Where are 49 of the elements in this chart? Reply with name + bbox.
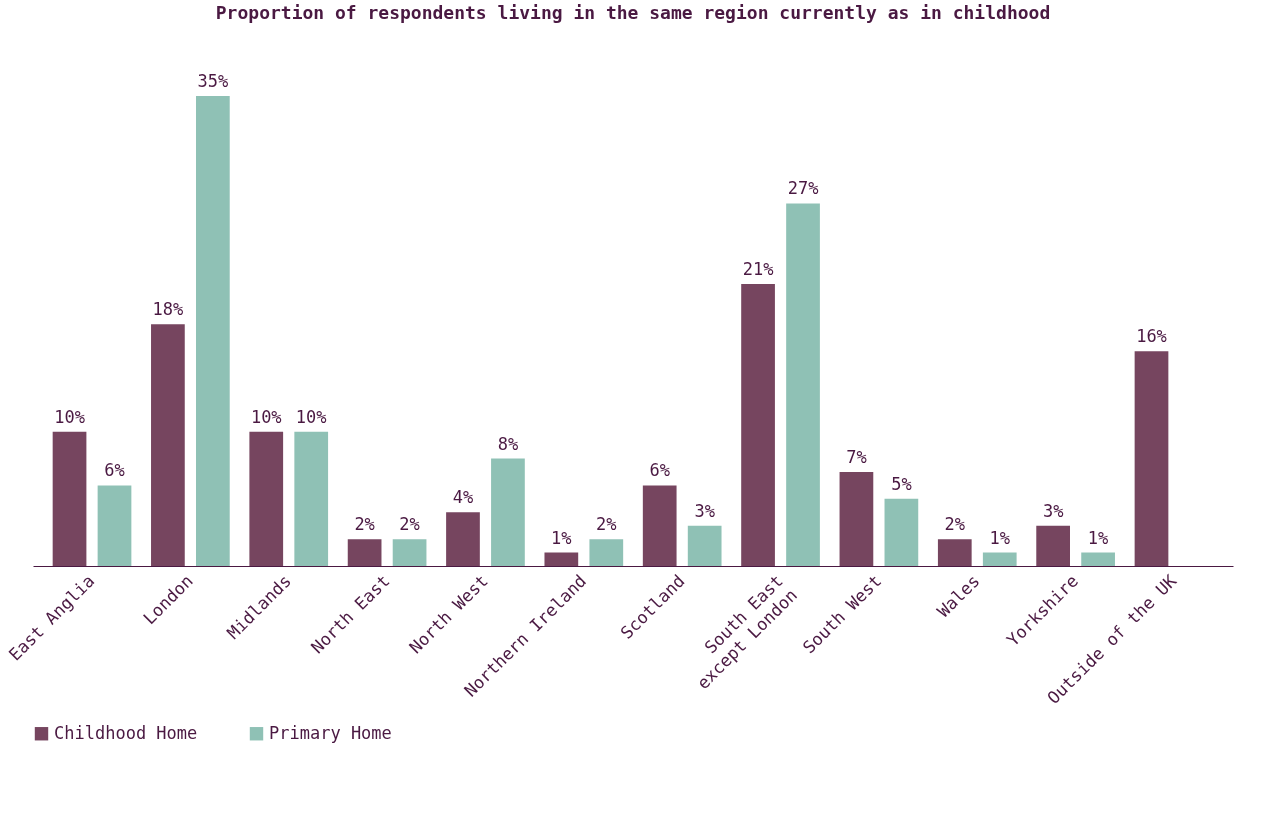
bar	[1036, 525, 1070, 566]
data-label: 1%	[989, 527, 1010, 548]
data-label: 2%	[944, 514, 966, 535]
bar	[1134, 351, 1169, 566]
bar	[151, 324, 185, 566]
data-label: 10%	[54, 406, 85, 427]
legend-label: Childhood Home	[54, 722, 198, 743]
bar	[446, 512, 480, 566]
bar	[1081, 552, 1115, 566]
data-label: 35%	[197, 71, 229, 91]
bar	[884, 498, 919, 566]
bar	[982, 552, 1017, 566]
data-label: 2%	[399, 514, 420, 535]
data-label: 3%	[694, 500, 715, 521]
bar	[52, 431, 87, 566]
data-label: 10%	[250, 406, 282, 427]
data-label: 18%	[152, 299, 184, 320]
data-label: 1%	[551, 527, 572, 548]
bar	[937, 539, 972, 566]
data-label: 6%	[649, 460, 670, 481]
bar	[392, 539, 427, 566]
data-label: 2%	[596, 514, 617, 535]
bar	[786, 203, 820, 566]
data-label: 3%	[1042, 500, 1064, 521]
data-label: 5%	[891, 473, 912, 494]
bar	[491, 458, 525, 566]
bar	[642, 485, 677, 566]
data-label: 16%	[1136, 326, 1167, 347]
bar	[294, 431, 329, 566]
chart-title: Proportion of respondents living in the same region currently as in childhood	[215, 2, 1051, 23]
data-label: 27%	[787, 178, 819, 199]
bar	[97, 485, 132, 566]
bar	[741, 284, 775, 566]
bar	[544, 552, 579, 566]
bar	[196, 96, 230, 566]
bar	[347, 539, 382, 566]
legend-label: Primary Home	[269, 722, 392, 743]
bar	[687, 525, 722, 566]
data-label: 1%	[1087, 527, 1109, 548]
data-label: 8%	[497, 433, 519, 454]
data-label: 6%	[104, 460, 125, 481]
data-label: 7%	[846, 447, 867, 467]
bar	[249, 431, 284, 566]
data-label: 10%	[295, 406, 327, 427]
data-label: 4%	[452, 487, 474, 508]
bar	[839, 472, 874, 566]
data-label: 2%	[354, 514, 375, 535]
bar	[589, 539, 624, 566]
data-label: 21%	[742, 259, 774, 279]
